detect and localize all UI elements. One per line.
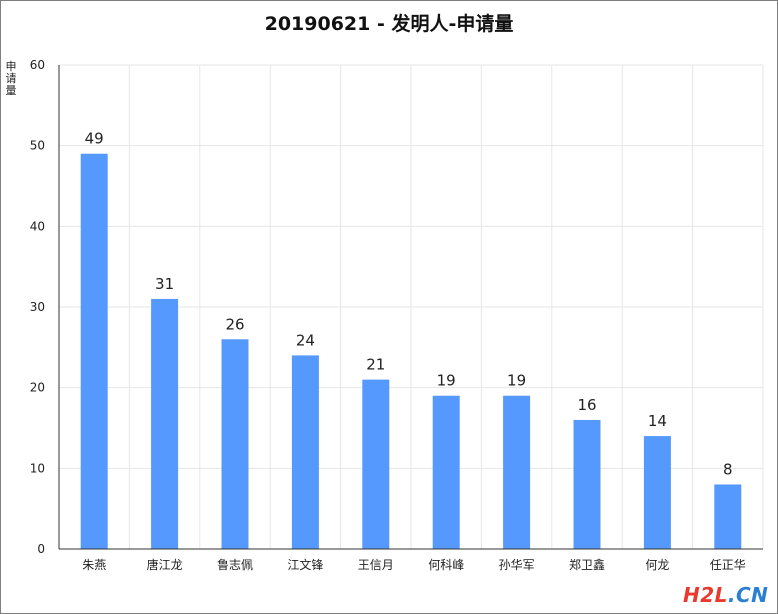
x-tick-label: 郑卫鑫	[569, 557, 605, 572]
x-tick-label: 任正华	[710, 558, 746, 572]
x-tick-label: 江文锋	[287, 557, 323, 572]
bar	[221, 339, 249, 549]
y-tick-label: 20	[30, 381, 45, 395]
chart-title: 20190621 - 发明人-申请量	[264, 13, 514, 35]
y-axis-label: 申请量	[5, 60, 17, 97]
x-tick-label: 何龙	[645, 558, 669, 572]
x-tick-label: 鲁志佩	[217, 558, 253, 572]
y-tick-label: 60	[30, 58, 45, 72]
bar-value-label: 14	[648, 412, 667, 430]
bar	[432, 395, 460, 549]
x-tick-label: 何科峰	[428, 558, 464, 572]
y-tick-label: 10	[30, 461, 45, 475]
bar	[643, 436, 671, 549]
bar-value-label: 49	[85, 130, 104, 148]
bar	[714, 484, 742, 549]
y-tick-label: 30	[30, 300, 45, 314]
bar	[151, 298, 179, 549]
bar-value-label: 19	[507, 372, 526, 390]
bar-value-label: 31	[155, 275, 174, 293]
x-tick-label: 孙华军	[499, 558, 535, 572]
y-tick-label: 50	[30, 139, 45, 153]
bar-value-label: 24	[296, 331, 315, 349]
bar	[503, 395, 531, 549]
bar	[362, 379, 390, 549]
y-tick-label: 40	[30, 219, 45, 233]
h2l-watermark-logo: H2L.CN	[683, 583, 768, 607]
x-tick-label: 王信月	[358, 558, 394, 572]
watermark-suffix: .CN	[727, 583, 769, 607]
x-tick-label: 唐江龙	[147, 557, 183, 572]
bar-value-label: 8	[723, 460, 733, 478]
x-tick-label: 朱燕	[82, 558, 106, 572]
bar-value-label: 16	[577, 396, 596, 414]
bar-value-label: 19	[437, 372, 456, 390]
bar	[573, 419, 601, 549]
bar	[291, 355, 319, 549]
bar	[80, 153, 108, 549]
watermark-brand: H2L	[683, 583, 728, 607]
bar-value-label: 26	[225, 315, 244, 333]
bar-value-label: 21	[366, 356, 385, 374]
y-tick-label: 0	[37, 542, 45, 556]
